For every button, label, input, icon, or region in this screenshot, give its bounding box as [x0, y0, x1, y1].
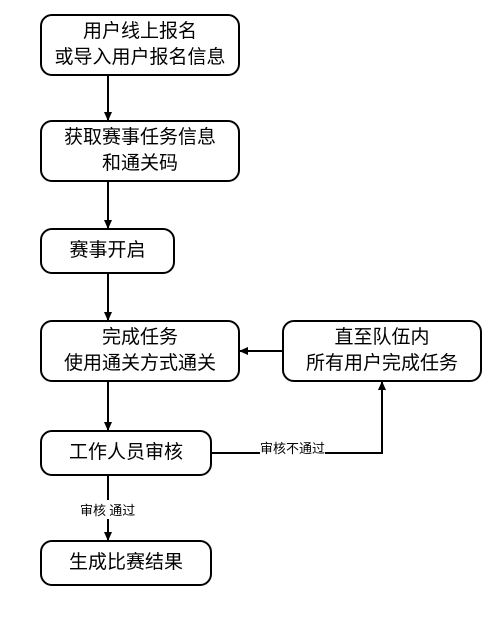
edge-label-n6-n7: 审核 通过 — [80, 500, 135, 519]
flowchart-node-n6: 工作人员审核 — [40, 430, 212, 476]
node-label: 工作人员审核 — [69, 440, 183, 466]
node-label: 赛事开启 — [69, 238, 145, 264]
flowchart-node-n4: 完成任务 使用通关方式通关 — [40, 320, 240, 382]
node-label: 获取赛事任务信息 和通关码 — [64, 125, 216, 176]
edge-label-n6-n5: 审核不通过 — [260, 438, 325, 457]
node-label: 完成任务 使用通关方式通关 — [64, 325, 216, 376]
flowchart-node-n1: 用户线上报名 或导入用户报名信息 — [40, 14, 240, 76]
node-label: 用户线上报名 或导入用户报名信息 — [54, 19, 225, 70]
node-label: 生成比赛结果 — [69, 550, 183, 576]
node-label: 直至队伍内 所有用户完成任务 — [306, 325, 458, 376]
flowchart-node-n3: 赛事开启 — [40, 228, 175, 274]
flowchart-node-n2: 获取赛事任务信息 和通关码 — [40, 120, 240, 182]
flowchart-node-n5: 直至队伍内 所有用户完成任务 — [282, 320, 482, 382]
flowchart-node-n7: 生成比赛结果 — [40, 540, 212, 586]
